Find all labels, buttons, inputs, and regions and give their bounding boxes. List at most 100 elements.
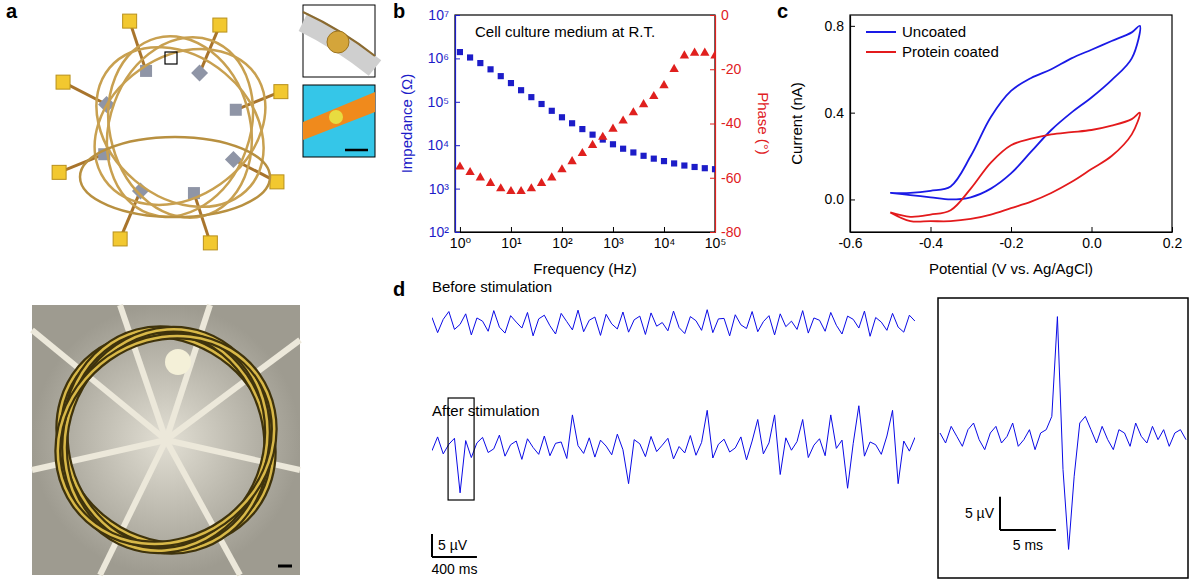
tick: 10⁵	[428, 94, 460, 110]
photo-lead	[32, 440, 166, 470]
figure: ab10⁰10¹10²10³10⁴10⁵10²10³10⁴10⁵10⁶10⁷-8…	[0, 0, 1194, 581]
marker	[457, 49, 463, 55]
marker	[692, 164, 698, 170]
tick-label: -60	[721, 170, 741, 186]
axis-line	[456, 232, 716, 233]
tick-label: 0	[721, 7, 729, 23]
tick-mark	[710, 124, 715, 125]
tick-label: 10⁵	[428, 94, 449, 110]
scale-bar	[345, 149, 368, 152]
trace	[940, 317, 1186, 550]
marker	[661, 158, 667, 164]
electrode-pad	[113, 232, 127, 246]
trace-label: Before stimulation	[432, 278, 552, 295]
marker	[629, 107, 638, 115]
photo-ribbon	[40, 306, 291, 574]
photo-ribbon-gold	[34, 301, 299, 580]
inset-electrode	[327, 31, 349, 53]
tick: 10³	[429, 181, 460, 197]
marker	[659, 80, 668, 88]
marker	[702, 165, 708, 171]
x-axis: -0.6-0.4-0.20.00.2	[838, 227, 1182, 251]
tick: -0.4	[919, 227, 943, 251]
plot-lines	[890, 26, 1140, 222]
photo-hub	[165, 349, 191, 375]
tick-label: 10²	[552, 235, 573, 251]
tick-mark	[664, 227, 665, 232]
inset-frame	[303, 85, 375, 157]
panel-label: a	[6, 0, 18, 22]
marker	[620, 146, 626, 152]
marker	[610, 141, 616, 147]
tick-mark	[850, 113, 855, 114]
marker	[710, 50, 715, 58]
marker	[608, 124, 617, 132]
electrode-pad	[213, 18, 227, 32]
scale-bar	[999, 497, 1001, 530]
tick: 0.2	[1163, 227, 1183, 251]
axis-line	[851, 232, 1173, 233]
marker	[712, 166, 715, 172]
tick-label: 0.8	[825, 18, 845, 34]
tick: 10⁷	[428, 7, 460, 23]
tick-label: -80	[721, 224, 741, 240]
marker	[508, 80, 514, 86]
marker	[549, 108, 555, 114]
y-axis: 10²10³10⁴10⁵10⁶10⁷	[427, 7, 460, 240]
inset-trace	[940, 317, 1186, 550]
tick-mark	[455, 102, 460, 103]
legend-item: Uncoated	[866, 23, 966, 40]
marker	[579, 126, 585, 132]
tick-mark	[710, 69, 715, 70]
scale-bar-label: 5 µV	[965, 505, 995, 521]
marker	[528, 94, 534, 100]
tick: 10⁰	[450, 227, 472, 251]
basket-ribbon	[83, 17, 277, 238]
tick-mark	[1172, 227, 1173, 232]
inset-ribbon-edge	[303, 12, 375, 56]
tick: 10⁴	[654, 227, 676, 251]
tick: -0.2	[999, 227, 1023, 251]
electrode-pad	[270, 175, 284, 189]
tick: 10²	[552, 227, 573, 251]
electrode-pad	[203, 236, 217, 250]
inset-ribbon	[303, 22, 375, 68]
tick: 10²	[429, 224, 460, 240]
legend-label: Uncoated	[902, 23, 966, 40]
scale-bar-label: 5 ms	[1013, 537, 1043, 553]
tick-mark	[710, 232, 715, 233]
tick-label: 10⁰	[450, 235, 472, 251]
photo-ribbon	[16, 291, 316, 581]
electrode-pad	[123, 14, 137, 28]
tick: 10⁶	[428, 50, 460, 66]
tick-mark	[455, 58, 460, 59]
tick: 0.4	[825, 105, 855, 121]
tick-mark	[1011, 227, 1012, 232]
trace	[432, 310, 915, 337]
basket-ribbon	[65, 14, 296, 240]
tick-label: 10⁶	[428, 50, 449, 66]
marker	[598, 132, 607, 140]
tick-mark	[850, 199, 855, 200]
marker	[537, 178, 546, 186]
tick-mark	[455, 15, 460, 16]
tick-mark	[455, 189, 460, 190]
marker	[669, 64, 678, 72]
marker	[465, 167, 474, 175]
marker	[690, 48, 699, 56]
photo-ribbon	[17, 294, 315, 581]
x-axis-title: Potential (V vs. Ag/AgCl)	[929, 260, 1093, 277]
tick: -80	[710, 224, 741, 240]
photo	[32, 305, 300, 575]
tick-mark	[455, 145, 460, 146]
photo-lead	[120, 305, 166, 440]
electrode-pad	[56, 75, 70, 89]
tick: 0.8	[825, 18, 855, 34]
marker	[640, 153, 646, 159]
scale-bar-label: 5 µV	[438, 537, 468, 553]
marker	[649, 91, 658, 99]
tick-label: 0.0	[825, 191, 845, 207]
marker	[547, 172, 556, 180]
panel-label: d	[393, 278, 405, 300]
y-axis: 0.0 0.4 0.8	[825, 16, 855, 233]
